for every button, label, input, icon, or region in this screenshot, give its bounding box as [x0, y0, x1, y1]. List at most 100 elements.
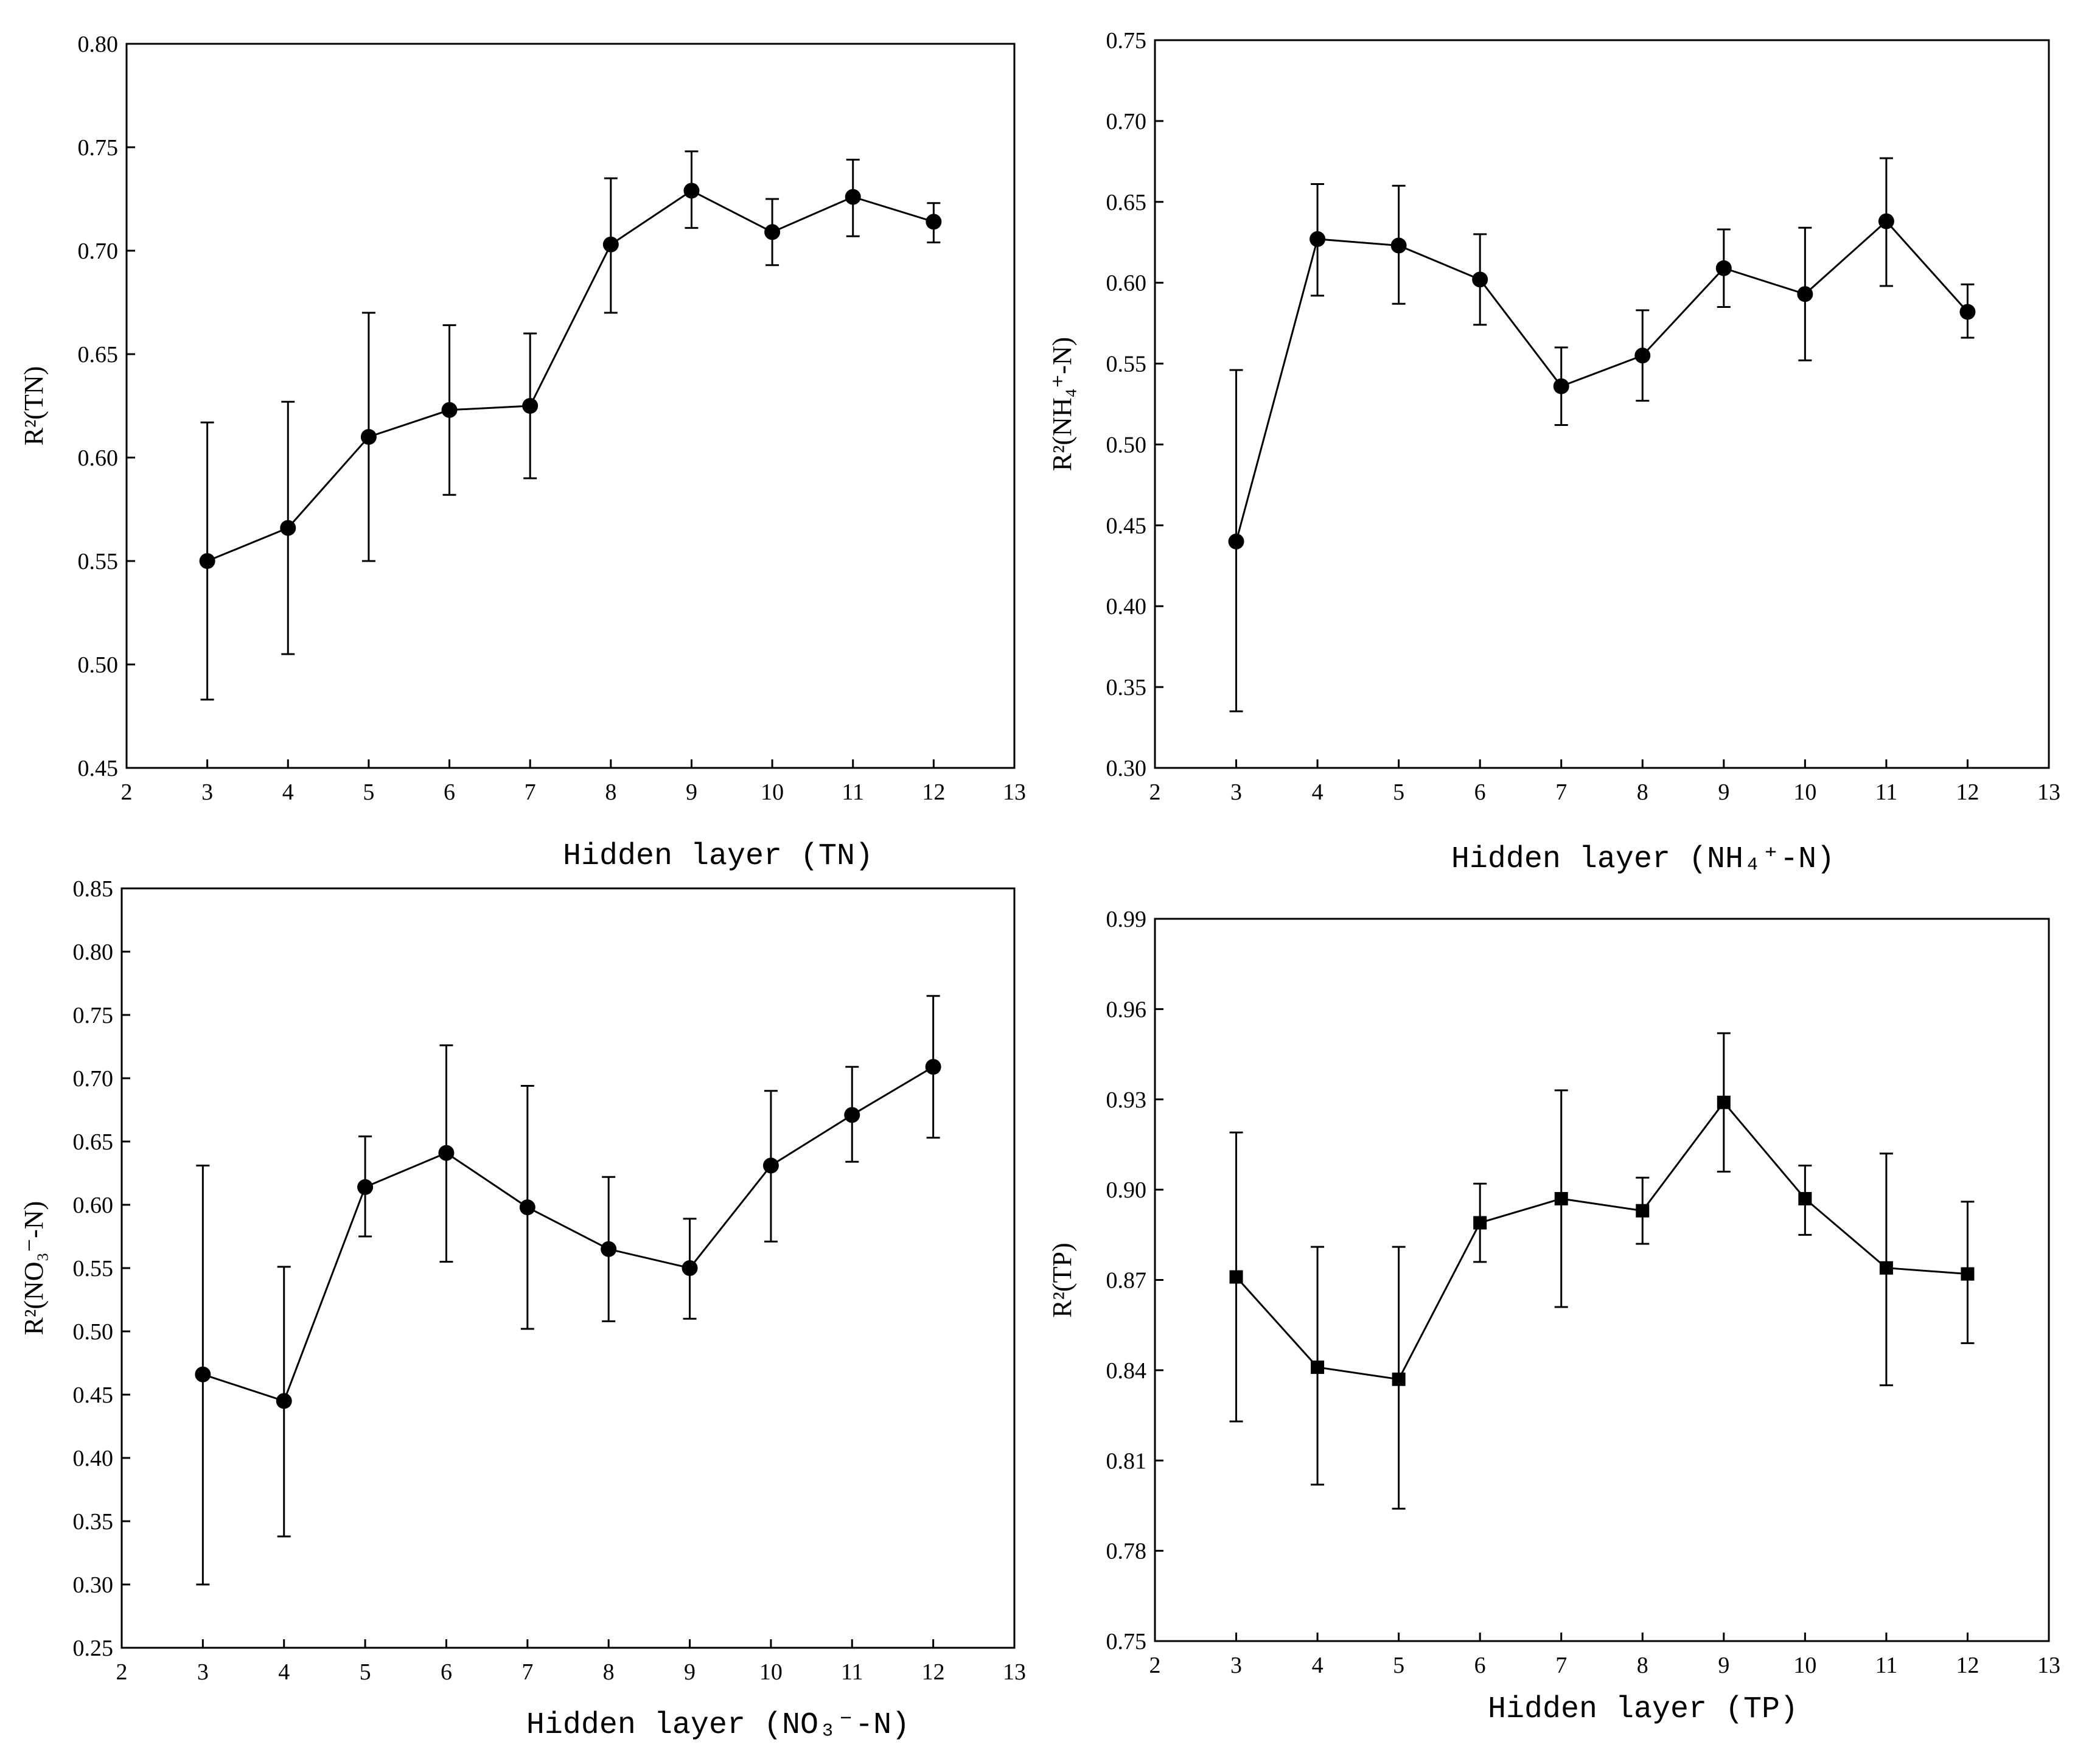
y-tick-label-nh4: 0.75 [1106, 28, 1147, 54]
x-tick-label-nh4: 9 [1718, 779, 1729, 805]
y-tick-label-tn: 0.65 [78, 342, 119, 368]
y-tick-label-nh4: 0.55 [1106, 352, 1147, 377]
y-tick-label-nh4: 0.40 [1106, 594, 1147, 619]
plot-frame-tp [1154, 918, 2050, 1642]
x-tick-label-tp: 4 [1312, 1653, 1323, 1678]
data-point-tp [1879, 1261, 1893, 1275]
x-tick-label-tn: 6 [444, 779, 455, 805]
y-tick-label-nh4: 0.50 [1106, 432, 1147, 458]
x-tick-label-nh4: 4 [1312, 779, 1323, 805]
data-point-no3 [438, 1145, 455, 1161]
y-tick-label-no3: 0.80 [73, 940, 114, 965]
panel-nh4: Hidden layer (NH₄⁺-N) R²(NH₄⁺-N) 0.30 0.3… [1047, 28, 2060, 877]
data-point-tp [1392, 1372, 1406, 1386]
y-tick-label-tn: 0.75 [78, 135, 119, 161]
y-tick-label-no3: 0.70 [73, 1066, 114, 1092]
data-point-tn [360, 429, 377, 445]
x-tick-label-tn: 4 [282, 779, 294, 805]
y-tick-label-tp: 0.99 [1106, 907, 1147, 932]
ylabel-nh4: R²(NH₄⁺-N) [1047, 337, 1077, 471]
x-tick-label-tp: 7 [1555, 1653, 1567, 1678]
x-tick-label-tp: 8 [1637, 1653, 1648, 1678]
data-point-tn [522, 398, 539, 414]
panel-tp: Hidden layer (TP) R²(TP) 0.75 0.78 0.81 0.8… [1047, 907, 2060, 1727]
y-tick-label-tp: 0.75 [1106, 1629, 1147, 1654]
y-tick-label-nh4: 0.30 [1106, 756, 1147, 781]
data-point-nh4 [1472, 271, 1488, 288]
data-point-no3 [357, 1179, 374, 1195]
y-tick-label-no3: 0.40 [73, 1446, 114, 1471]
x-tick-label-tp: 3 [1230, 1653, 1242, 1678]
x-tick-label-nh4: 7 [1555, 779, 1567, 805]
data-point-tn [199, 553, 215, 569]
ylabel-tn: R²(TN) [19, 366, 49, 446]
y-tick-label-no3: 0.30 [73, 1572, 114, 1598]
data-point-nh4 [1310, 231, 1326, 247]
data-point-nh4 [1553, 378, 1569, 394]
y-tick-label-tp: 0.93 [1106, 1087, 1147, 1113]
plot-frame-tn [125, 43, 1016, 769]
data-point-tp [1636, 1204, 1650, 1218]
x-tick-label-tn: 10 [761, 779, 784, 805]
x-tick-label-nh4: 6 [1474, 779, 1486, 805]
panel-no3: Hidden layer (NO₃⁻-N) R²(NO₃⁻-N) 0.25 0.3… [19, 876, 1026, 1743]
y-tick-label-no3: 0.50 [73, 1319, 114, 1345]
x-tick-label-no3: 5 [360, 1659, 371, 1685]
x-tick-label-tp: 6 [1474, 1653, 1486, 1678]
data-point-tn [441, 402, 458, 418]
y-tick-label-no3: 0.75 [73, 1003, 114, 1028]
data-point-no3 [519, 1199, 535, 1216]
panel-tn: Hidden layer (TN) R²(TN) 0.45 0.50 0.55 0.6… [19, 32, 1026, 874]
y-tick-label-no3: 0.60 [73, 1193, 114, 1218]
data-point-no3 [276, 1393, 292, 1409]
y-tick-label-tn: 0.60 [78, 445, 119, 471]
x-tick-label-no3: 11 [841, 1659, 863, 1685]
x-tick-label-nh4: 11 [1875, 779, 1898, 805]
data-point-nh4 [1878, 213, 1894, 229]
plot-frame-nh4 [1154, 39, 2050, 769]
data-point-nh4 [1390, 237, 1407, 254]
data-point-tn [926, 214, 942, 230]
y-tick-label-tp: 0.84 [1106, 1358, 1147, 1384]
data-point-tp [1798, 1191, 1812, 1205]
x-tick-label-tp: 12 [1956, 1653, 1979, 1678]
x-tick-label-no3: 12 [922, 1659, 945, 1685]
y-tick-label-no3: 0.85 [73, 876, 114, 902]
x-tick-label-tn: 3 [201, 779, 213, 805]
x-tick-label-tn: 13 [1003, 779, 1026, 805]
y-tick-label-tn: 0.50 [78, 652, 119, 678]
x-tick-label-tp: 5 [1393, 1653, 1404, 1678]
data-point-tn [683, 183, 700, 199]
data-point-tp [1473, 1216, 1487, 1230]
x-tick-label-nh4: 8 [1637, 779, 1648, 805]
x-tick-label-nh4: 13 [2037, 779, 2060, 805]
data-point-no3 [925, 1059, 941, 1075]
ylabel-no3: R²(NO₃⁻-N) [19, 1201, 49, 1335]
x-tick-label-nh4: 3 [1230, 779, 1242, 805]
data-point-nh4 [1959, 304, 1976, 320]
y-tick-label-nh4: 0.60 [1106, 271, 1147, 296]
data-point-no3 [195, 1366, 211, 1382]
data-point-tp [1717, 1095, 1731, 1109]
plot-frame-no3 [120, 887, 1016, 1649]
x-tick-label-tp: 10 [1793, 1653, 1816, 1678]
x-tick-label-nh4: 10 [1793, 779, 1816, 805]
data-point-nh4 [1797, 286, 1813, 302]
y-tick-label-tn: 0.45 [78, 756, 119, 781]
y-tick-label-no3: 0.65 [73, 1129, 114, 1155]
y-tick-label-tn: 0.80 [78, 32, 119, 57]
y-tick-label-tp: 0.90 [1106, 1177, 1147, 1203]
x-tick-label-no3: 9 [684, 1659, 696, 1685]
x-tick-label-no3: 6 [441, 1659, 452, 1685]
x-tick-label-nh4: 12 [1956, 779, 1979, 805]
data-point-nh4 [1715, 260, 1732, 276]
y-tick-label-no3: 0.25 [73, 1636, 114, 1661]
data-point-no3 [844, 1107, 860, 1123]
y-tick-label-tn: 0.55 [78, 549, 119, 574]
ylabel-tp: R²(TP) [1047, 1243, 1077, 1317]
x-tick-label-no3: 4 [278, 1659, 290, 1685]
xlabel-no3: Hidden layer (NO₃⁻-N) [526, 1708, 910, 1743]
x-tick-label-no3: 8 [603, 1659, 615, 1685]
x-tick-label-tn: 2 [121, 779, 133, 805]
